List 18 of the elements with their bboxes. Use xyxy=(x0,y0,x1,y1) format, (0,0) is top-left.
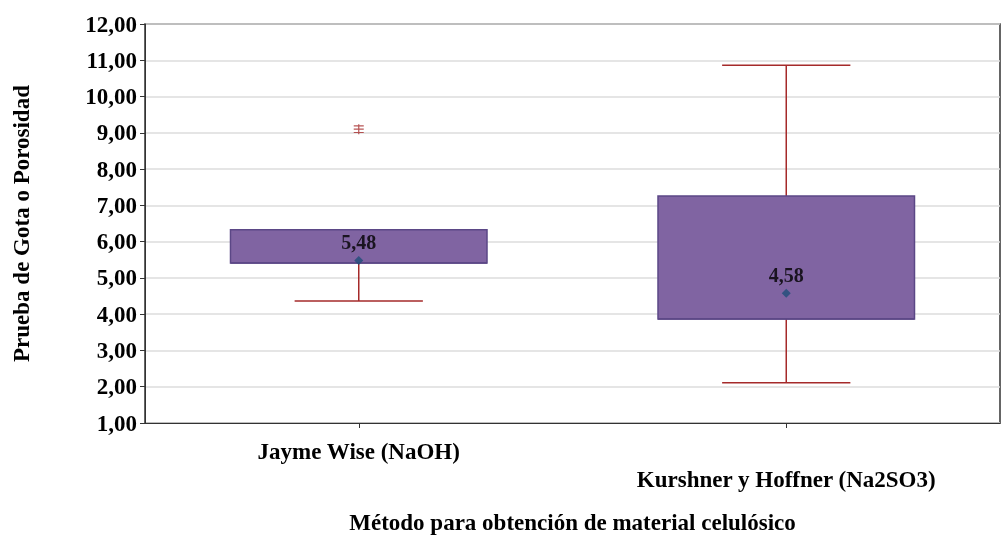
y-tick-label: 7,00 xyxy=(96,192,137,218)
y-tick-label: 11,00 xyxy=(86,47,137,73)
annotation: 4,58 xyxy=(768,264,804,287)
x-tick-label: Kurshner y Hoffner (Na2SO3) xyxy=(636,466,936,492)
y-tick-label: 4,00 xyxy=(96,301,137,327)
y-axis-title: Prueba de Gota o Porosidad xyxy=(9,84,34,362)
y-tick-label: 1,00 xyxy=(96,410,137,436)
y-tick-label: 9,00 xyxy=(96,120,137,146)
y-tick-label: 8,00 xyxy=(96,156,137,182)
annotation: 5,48 xyxy=(341,231,377,254)
y-tick-label: 5,00 xyxy=(96,265,137,291)
y-tick-label: 2,00 xyxy=(96,374,137,400)
x-tick-label: Jayme Wise (NaOH) xyxy=(257,438,460,464)
x-axis-title: Método para obtención de material celulósico xyxy=(349,510,796,535)
y-tick-label: 3,00 xyxy=(96,337,137,363)
y-tick-label: 10,00 xyxy=(85,84,137,110)
y-tick-label: 12,00 xyxy=(85,11,137,37)
y-tick-label: 6,00 xyxy=(96,229,137,255)
